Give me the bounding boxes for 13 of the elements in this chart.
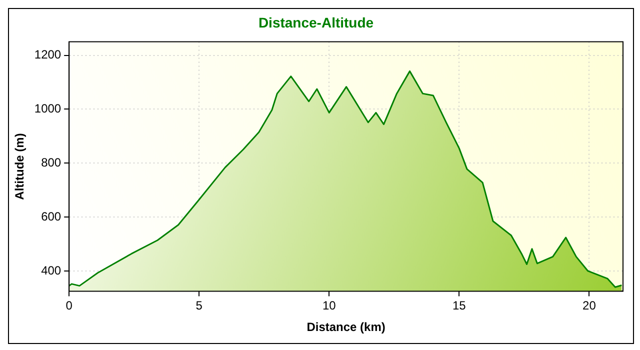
y-tick-label: 400 (41, 263, 62, 278)
y-tick-label: 800 (41, 155, 62, 170)
chart-title: Distance-Altitude (258, 14, 374, 30)
x-axis-title: Distance (km) (306, 320, 386, 334)
y-tick-label: 1000 (34, 102, 62, 116)
x-tick-label: 20 (582, 298, 596, 313)
y-tick-label: 1200 (34, 48, 62, 62)
x-tick-label: 10 (322, 298, 336, 313)
x-tick-label: 15 (452, 298, 466, 313)
x-tick-label: 5 (196, 298, 203, 313)
y-tick-label: 600 (41, 209, 62, 224)
y-axis-title: Altitude (m) (12, 133, 27, 200)
x-tick-label: 0 (66, 298, 73, 313)
